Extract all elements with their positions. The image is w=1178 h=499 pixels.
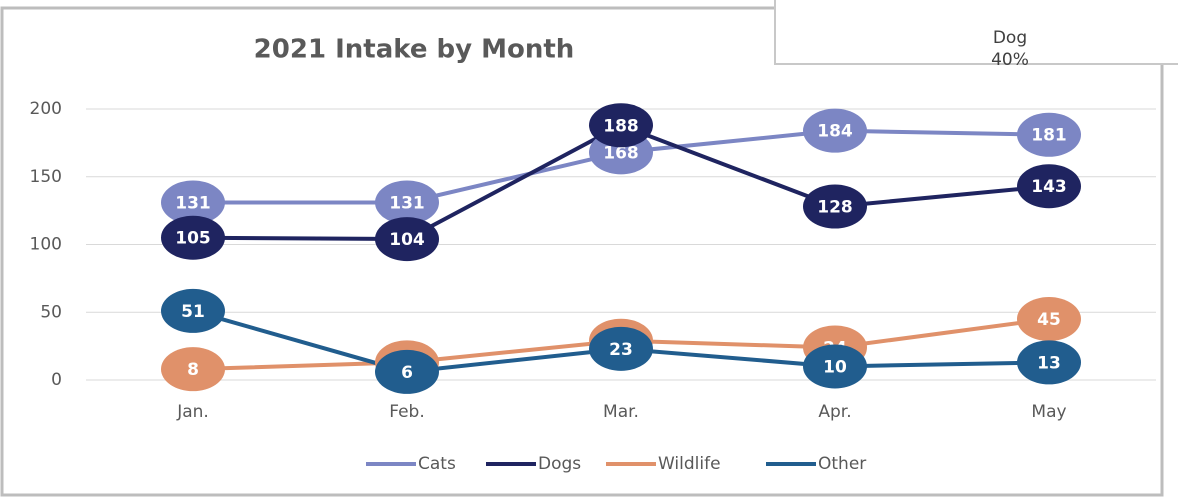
overlay-label: Dog [993, 28, 1027, 48]
y-tick-label: 0 [51, 370, 62, 390]
data-label: 8 [187, 360, 199, 380]
data-label-bubble [589, 326, 653, 371]
data-label: 143 [1031, 177, 1067, 197]
data-label: 131 [389, 193, 425, 213]
data-label-bubble [803, 184, 867, 229]
data-label-bubble [1017, 112, 1081, 157]
legend-label: Other [818, 454, 866, 474]
x-tick-label: Jan. [176, 402, 209, 422]
y-tick-label: 150 [30, 167, 62, 187]
y-tick-label: 100 [30, 235, 62, 255]
chart-title: 2021 Intake by Month [254, 35, 575, 65]
data-label-bubble [803, 108, 867, 153]
data-label-bubble [375, 217, 439, 262]
x-tick-label: Mar. [603, 402, 639, 422]
x-tick-label: Feb. [389, 402, 425, 422]
data-label-bubble [161, 215, 225, 260]
data-label: 168 [603, 143, 639, 163]
data-label-bubble [1017, 340, 1081, 385]
legend-label: Dogs [538, 454, 581, 474]
data-label: 181 [1031, 126, 1067, 146]
data-label: 184 [817, 122, 853, 142]
y-tick-label: 200 [30, 99, 62, 119]
data-label-bubble [1017, 297, 1081, 342]
x-tick-label: Apr. [818, 402, 851, 422]
data-label: 51 [181, 302, 205, 322]
legend-label: Cats [418, 454, 456, 474]
data-label: 13 [1037, 353, 1061, 373]
data-label-bubble [803, 344, 867, 389]
y-tick-label: 50 [40, 302, 62, 322]
overlay-frame [774, 0, 1178, 65]
legend: Cats Dogs Wildlife Other [366, 454, 866, 474]
data-label-bubble [161, 180, 225, 225]
data-label-bubble [1017, 164, 1081, 209]
data-label-bubble [161, 288, 225, 333]
data-label: 6 [401, 363, 413, 383]
data-label: 188 [603, 116, 639, 136]
overlay-box: Dog 40% [774, 0, 1178, 70]
data-label-bubble [375, 349, 439, 394]
data-label: 45 [1037, 310, 1061, 330]
overlay-percent: 40% [991, 50, 1029, 70]
data-label: 128 [817, 198, 853, 218]
data-label-bubble [375, 180, 439, 225]
data-label-bubble [589, 103, 653, 148]
data-label: 104 [389, 230, 425, 250]
data-label: 10 [823, 357, 847, 377]
x-tick-label: May [1031, 402, 1066, 422]
data-label: 131 [175, 193, 211, 213]
data-label: 105 [175, 229, 211, 249]
data-label: 23 [609, 340, 633, 360]
legend-label: Wildlife [658, 454, 721, 474]
data-label-bubble [161, 347, 225, 392]
